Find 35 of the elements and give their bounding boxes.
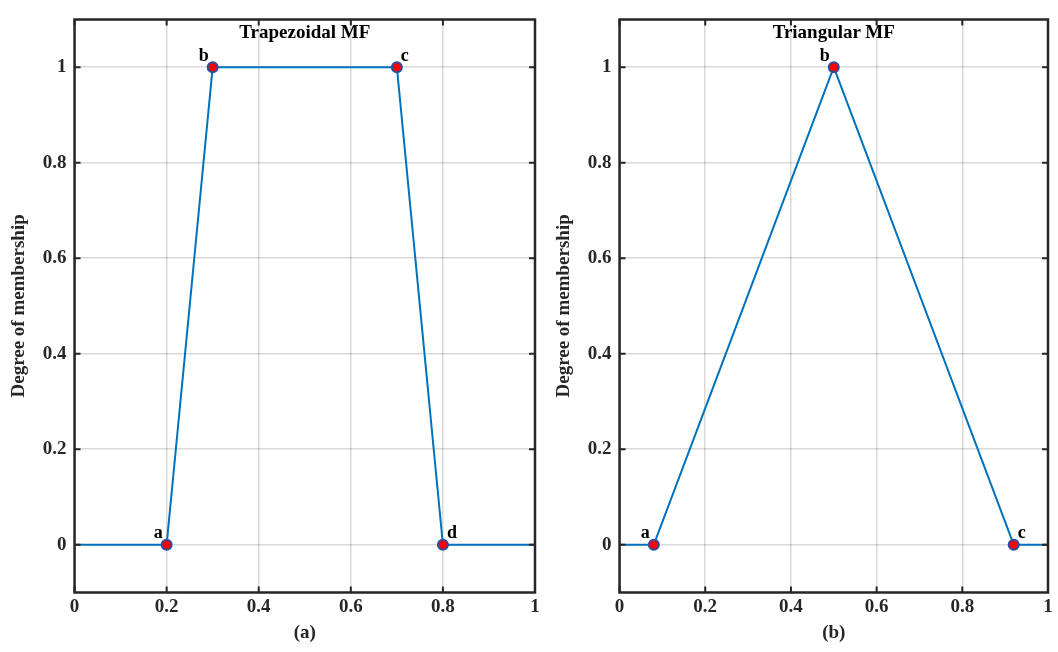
y-tick-label: 0.8 — [42, 150, 67, 172]
y-tick-label: 0.4 — [587, 341, 613, 363]
y-tick-label: 0 — [57, 532, 67, 554]
y-tick-label: 0.2 — [587, 437, 612, 459]
y-tick-label: 0.6 — [587, 246, 612, 268]
x-tick-label: 0.2 — [693, 594, 718, 616]
x-tick-label: 0.4 — [779, 594, 804, 616]
y-tick-label: 0.4 — [42, 341, 68, 363]
x-axis-title: (b) — [822, 620, 846, 643]
annotation: b — [819, 44, 830, 65]
annotation: b — [198, 44, 209, 65]
y-tick-label: 1 — [57, 55, 67, 77]
y-tick-label: 0.2 — [42, 437, 67, 459]
y-axis-title: Degree of membership — [552, 214, 574, 398]
x-tick-label: 0.4 — [246, 594, 272, 616]
x-tick-label: 0.2 — [154, 594, 179, 616]
x-axis-title: (a) — [293, 620, 316, 643]
y-tick-label: 0.6 — [42, 246, 67, 268]
x-tick-label: 1 — [1043, 594, 1053, 616]
y-tick-label: 0 — [602, 532, 612, 554]
x-tick-label: 1 — [530, 594, 540, 616]
x-tick-label: 0.6 — [338, 594, 363, 616]
annotation: c — [400, 44, 409, 65]
x-tick-label: 0.8 — [950, 594, 975, 616]
annotation: d — [446, 522, 457, 543]
chart-title: Triangular MF — [772, 20, 895, 42]
y-tick-label: 0.8 — [587, 150, 612, 172]
chart-title: Trapezoidal MF — [239, 20, 371, 42]
annotation: a — [640, 522, 650, 543]
annotation: a — [153, 522, 163, 543]
y-axis-title: Degree of membership — [7, 214, 29, 398]
annotation: c — [1017, 522, 1026, 543]
x-tick-label: 0.8 — [431, 594, 455, 616]
y-tick-label: 1 — [602, 55, 612, 77]
x-tick-label: 0.6 — [864, 594, 889, 616]
